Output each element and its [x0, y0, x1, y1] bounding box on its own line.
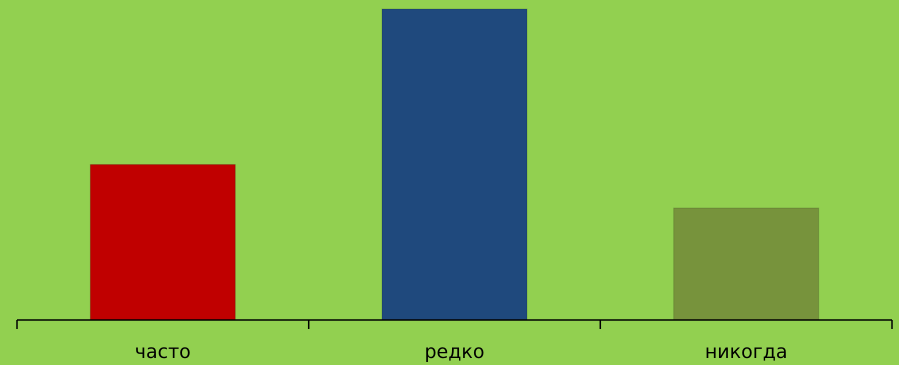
x-tick-label-1: часто: [135, 341, 191, 363]
bars-group: [89, 8, 820, 321]
bar-3: [673, 207, 820, 321]
x-tick-label-3: никогда: [705, 341, 788, 363]
bar-2: [381, 8, 528, 321]
x-tick-label-2: редко: [425, 341, 485, 363]
x-tick-labels: часто редко никогда: [135, 341, 788, 363]
x-axis: [16, 319, 893, 329]
bar-1: [89, 164, 236, 321]
